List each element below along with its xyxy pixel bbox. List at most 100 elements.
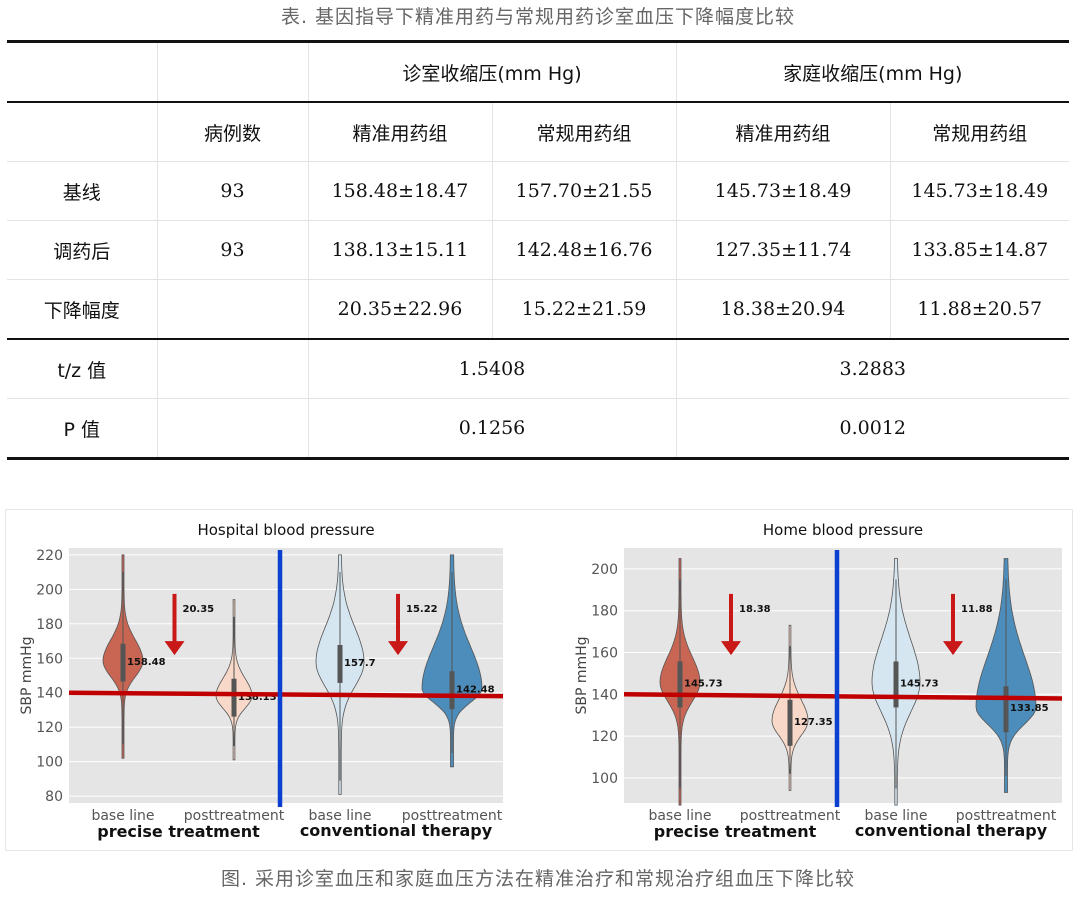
table-cell: 145.73±18.49	[889, 161, 1070, 221]
table-cell: 138.13±15.11	[307, 220, 492, 280]
y-tick-label: 220	[36, 548, 63, 564]
y-tick-label: 200	[591, 562, 618, 578]
row-label: 下降幅度	[7, 279, 157, 340]
arrow-head	[943, 641, 963, 656]
arrow-head	[164, 641, 185, 656]
table-cell: 127.35±11.74	[675, 220, 891, 280]
y-tick-label: 200	[36, 582, 63, 598]
y-tick-label: 120	[36, 720, 63, 736]
group-label: precise treatment	[97, 822, 260, 841]
median-label: 158.48	[127, 657, 166, 668]
violin-iqr-box	[787, 699, 793, 746]
median-label: 127.35	[794, 717, 833, 728]
stat-row: t/z 值 1.5408 3.2883	[7, 338, 1070, 399]
y-tick-label: 80	[45, 789, 63, 805]
violin-iqr-box	[449, 671, 455, 710]
y-tick-label: 120	[591, 729, 618, 745]
sub-header-row: 病例数 精准用药组 常规用药组 精准用药组 常规用药组	[7, 101, 1070, 162]
table-cell: 142.48±16.76	[491, 220, 677, 280]
cell-cases: 93	[156, 161, 308, 221]
x-tick-label: posttreatment	[956, 808, 1057, 824]
reference-line	[68, 690, 504, 699]
x-tick-label: posttreatment	[402, 808, 503, 824]
stat-cell-clinic: 1.5408	[307, 338, 677, 399]
violin-iqr-box	[337, 645, 343, 683]
median-label: 138.13	[238, 692, 277, 703]
violin-charts: 80 100 120 140 160 180 200 220 Hospital blood pr…	[19, 521, 1063, 841]
sub-header-cases: 病例数	[156, 101, 308, 162]
violin-iqr-box	[1003, 686, 1009, 733]
reference-line	[623, 692, 1063, 701]
figure-caption: 图. 采用诊室血压和家庭血压方法在精准治疗和常规治疗组血压下降比较	[220, 868, 856, 890]
drop-label: 15.22	[406, 604, 438, 615]
row-label: P 值	[7, 398, 157, 460]
median-label: 145.73	[900, 678, 939, 689]
stat-cell-clinic: 0.1256	[307, 398, 677, 460]
row-label: t/z 值	[7, 338, 157, 399]
group-header-row: 诊室收缩压(mm Hg) 家庭收缩压(mm Hg)	[7, 40, 1070, 103]
stat-cell-home: 3.2883	[675, 338, 1070, 399]
cell-cases: 93	[156, 220, 308, 280]
x-tick-label: posttreatment	[740, 808, 841, 824]
table-caption: 表. 基因指导下精准用药与常规用药诊室血压下降幅度比较	[280, 6, 796, 28]
y-tick-label: 160	[591, 646, 618, 662]
y-tick-label: 140	[591, 687, 618, 703]
sub-header-home-precise: 精准用药组	[675, 101, 891, 162]
y-axis-label: SBP mmHg	[19, 636, 35, 714]
figure-panel: 80 100 120 140 160 180 200 220 Hospital blood pr…	[5, 509, 1073, 851]
header-corner	[7, 40, 157, 103]
violin-iqr-box	[231, 678, 237, 717]
median-label: 157.7	[344, 658, 376, 669]
table-cell: 145.73±18.49	[675, 161, 891, 221]
table-cell: 11.88±20.57	[889, 279, 1070, 340]
arrow-head	[721, 641, 741, 656]
table-cell: 18.38±20.94	[675, 279, 891, 340]
header-blank	[156, 338, 308, 399]
violin-iqr-box	[677, 661, 683, 708]
drop-label: 20.35	[183, 604, 215, 615]
x-tick-label: base line	[91, 808, 154, 824]
drop-label: 11.88	[961, 604, 993, 615]
table-cell: 157.70±21.55	[491, 161, 677, 221]
table-row: 调药后 93 138.13±15.11 142.48±16.76 127.35±…	[7, 220, 1070, 280]
stat-cell-home: 0.0012	[675, 398, 1070, 460]
median-label: 133.85	[1010, 703, 1049, 714]
arrow-head	[388, 641, 408, 656]
y-tick-label: 100	[36, 755, 63, 771]
table-cell: 158.48±18.47	[307, 161, 492, 221]
y-tick-label: 160	[36, 651, 63, 667]
row-label: 调药后	[7, 220, 157, 280]
row-label: 基线	[7, 161, 157, 221]
x-tick-label: posttreatment	[184, 808, 285, 824]
median-label: 145.73	[684, 678, 723, 689]
group-header-home: 家庭收缩压(mm Hg)	[675, 40, 1070, 103]
cell-cases	[156, 279, 308, 340]
chart-title: Home blood pressure	[763, 521, 923, 539]
y-tick-label: 140	[36, 686, 63, 702]
header-blank	[7, 101, 157, 162]
group-label: precise treatment	[654, 822, 817, 841]
y-tick-label: 180	[36, 617, 63, 633]
comparison-table: 诊室收缩压(mm Hg) 家庭收缩压(mm Hg) 病例数 精准用药组 常规用药…	[7, 40, 1070, 460]
table-cell: 20.35±22.96	[307, 279, 492, 340]
x-tick-label: base line	[864, 808, 927, 824]
chart-title: Hospital blood pressure	[197, 521, 374, 539]
violin-iqr-box	[120, 643, 126, 682]
sub-header-clinic-conventional: 常规用药组	[491, 101, 677, 162]
x-tick-label: base line	[308, 808, 371, 824]
sub-header-home-conventional: 常规用药组	[889, 101, 1070, 162]
y-axis-label: SBP mmHg	[574, 636, 590, 714]
group-header-clinic: 诊室收缩压(mm Hg)	[307, 40, 677, 103]
violin-iqr-box	[893, 661, 899, 708]
table-row: 基线 93 158.48±18.47 157.70±21.55 145.73±1…	[7, 161, 1070, 221]
y-tick-label: 100	[591, 771, 618, 787]
group-label: conventional therapy	[300, 821, 493, 840]
median-label: 142.48	[456, 684, 495, 695]
x-tick-label: base line	[648, 808, 711, 824]
header-blank	[156, 398, 308, 460]
drop-label: 18.38	[739, 604, 771, 615]
table-row: 下降幅度 20.35±22.96 15.22±21.59 18.38±20.94…	[7, 279, 1070, 340]
table-cell: 133.85±14.87	[889, 220, 1070, 280]
sub-header-clinic-precise: 精准用药组	[307, 101, 492, 162]
stat-row: P 值 0.1256 0.0012	[7, 398, 1070, 460]
